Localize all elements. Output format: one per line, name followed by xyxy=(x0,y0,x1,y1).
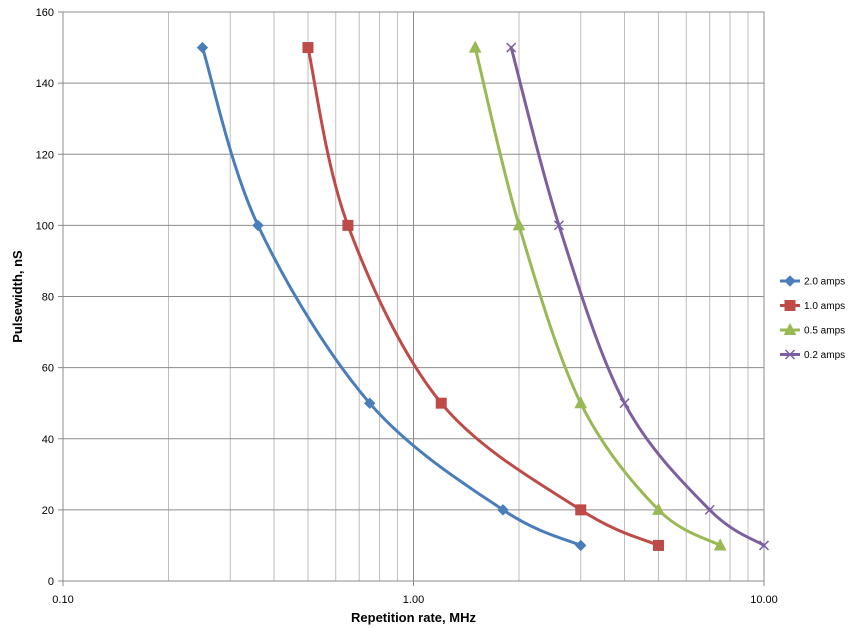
legend-entry: 0.2 amps xyxy=(780,349,845,361)
series-line xyxy=(200,46,583,547)
data-point xyxy=(758,540,770,551)
y-tick-label: 20 xyxy=(42,505,54,517)
data-point xyxy=(302,42,314,54)
data-point xyxy=(506,42,517,53)
legend-entry: 1.0 amps xyxy=(780,300,845,312)
legend-label: 2.0 amps xyxy=(804,277,845,288)
data-point xyxy=(713,538,727,551)
legend-label: 0.5 amps xyxy=(804,326,845,337)
y-tick-label: 120 xyxy=(36,149,54,161)
legend: 2.0 amps 1.0 amps 0.5 amps 0.2 amps xyxy=(780,275,845,361)
y-tick-labels: 0 20 40 60 80 100 120 140 160 xyxy=(36,7,54,588)
marker-stroke xyxy=(758,540,770,551)
marker-stroke xyxy=(704,504,715,515)
x-axis-title: Repetition rate, MHz xyxy=(351,610,476,625)
y-tick-label: 60 xyxy=(42,363,54,375)
data-point xyxy=(435,397,447,409)
data-point xyxy=(704,504,715,515)
y-axis-title: Pulsewidth, nS xyxy=(10,250,25,343)
grid xyxy=(63,11,764,581)
legend-entry: 2.0 amps xyxy=(780,275,845,288)
data-point xyxy=(574,396,588,409)
data-point xyxy=(342,219,354,231)
data-point xyxy=(652,539,664,551)
series-0-5-amps xyxy=(468,40,727,551)
y-tick-label: 140 xyxy=(36,78,54,90)
x-tick-label: 0.10 xyxy=(52,594,73,606)
y-tick-label: 0 xyxy=(48,576,54,588)
legend-marker xyxy=(784,349,796,360)
data-point xyxy=(252,219,264,232)
data-point xyxy=(575,504,587,516)
series-line xyxy=(306,46,660,547)
data-point xyxy=(196,41,209,54)
series-layer xyxy=(196,40,770,552)
data-point xyxy=(575,539,587,552)
marker-stroke xyxy=(506,42,517,53)
series-0-2-amps xyxy=(506,42,770,551)
marker-stroke xyxy=(619,398,630,409)
legend-marker xyxy=(783,322,797,335)
legend-entry: 0.5 amps xyxy=(780,322,845,337)
legend-marker xyxy=(784,275,796,287)
data-point xyxy=(652,502,665,515)
marker-stroke xyxy=(784,349,796,360)
data-point xyxy=(468,40,482,53)
axes xyxy=(58,11,765,586)
x-tick-label: 10.00 xyxy=(750,594,778,606)
legend-label: 1.0 amps xyxy=(804,301,845,312)
y-tick-label: 160 xyxy=(36,7,54,19)
legend-label: 0.2 amps xyxy=(804,350,845,361)
data-point xyxy=(497,504,509,516)
series-2-0-amps xyxy=(196,41,587,552)
x-tick-labels: 0.10 1.00 10.00 xyxy=(52,594,777,606)
data-point xyxy=(512,218,526,231)
x-tick-label: 1.00 xyxy=(403,594,424,606)
data-point xyxy=(619,398,630,409)
y-tick-label: 100 xyxy=(36,220,54,232)
y-tick-label: 40 xyxy=(42,434,54,446)
marker-stroke xyxy=(553,220,564,231)
y-tick-label: 80 xyxy=(42,292,54,304)
legend-marker xyxy=(784,300,796,311)
data-point xyxy=(553,220,564,231)
series-1-0-amps xyxy=(302,42,664,551)
data-point xyxy=(364,397,376,409)
